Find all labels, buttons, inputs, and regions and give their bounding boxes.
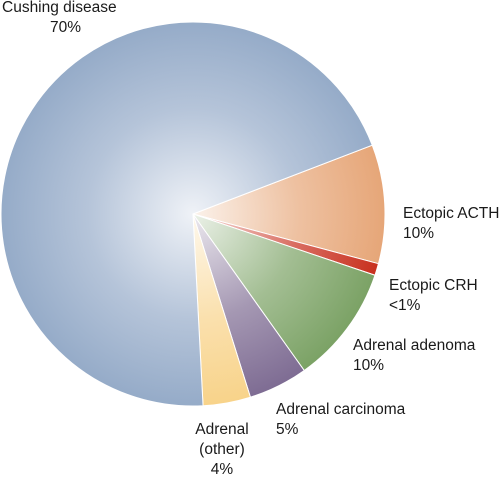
label-ectopic-crh: Ectopic CRH <1% [389,276,489,316]
slice-value: 5% [276,421,299,438]
slice-value: <1% [389,297,421,314]
slice-value: 4% [210,461,234,478]
slice-label: Adrenal (other) [195,421,249,458]
pie-slice-cushing-disease [0,21,373,407]
slice-label: Adrenal adenoma [353,337,476,354]
label-adrenal-adenoma: Adrenal adenoma 10% [353,336,493,376]
slice-value: 70% [50,19,82,36]
pie-slice-ectopic-acth [191,144,386,265]
slice-label: Ectopic CRH [389,277,478,294]
label-adrenal-carcinoma: Adrenal carcinoma 5% [276,400,426,440]
pie-slice-adrenal-adenoma [191,213,376,372]
label-adrenal-other: Adrenal (other) 4% [182,420,262,480]
slice-label: Adrenal carcinoma [276,401,406,418]
slice-value: 10% [403,225,435,242]
slice-label: Ectopic ACTH [403,205,500,222]
label-ectopic-acth: Ectopic ACTH 10% [403,204,500,244]
slice-label: Cushing disease [2,0,117,16]
slice-value: 10% [353,357,385,374]
label-cushing-disease: Cushing disease 70% [2,0,152,38]
